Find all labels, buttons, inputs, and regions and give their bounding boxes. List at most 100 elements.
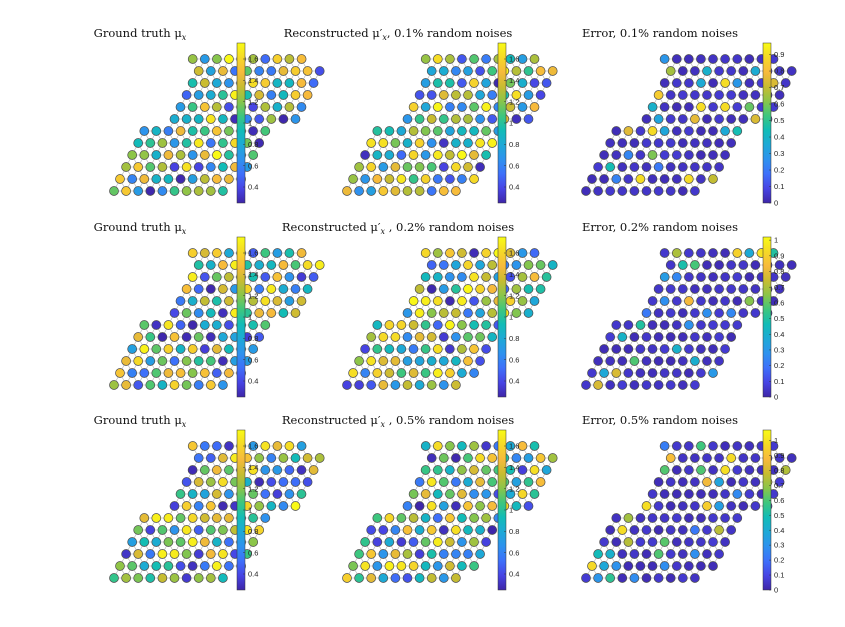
lattice-node [690,356,700,366]
lattice-node [587,368,597,378]
lattice-node [187,368,198,378]
lattice-node [432,248,443,258]
panel-8: Reconstructed μ′x , 0.5% random noises0.… [282,413,558,591]
colorbar-tick-label: 1.4 [509,463,519,472]
colorbar-tick-label: 0.4 [774,330,784,339]
lattice-node [517,465,528,475]
lattice-node [151,344,162,354]
colorbar-tick-label: 0.4 [248,183,258,192]
lattice-node [372,344,383,354]
lattice-node [187,78,198,88]
colorbar-tick-label: 0.3 [774,149,784,158]
lattice-node [463,332,473,342]
lattice-node [360,344,370,354]
lattice-node [469,78,479,88]
lattice-node [635,561,646,571]
lattice-node [408,489,419,499]
lattice-node [623,561,634,571]
lattice-node [420,296,431,306]
lattice-node [659,368,670,378]
lattice-node [605,573,616,583]
lattice-node [457,320,467,330]
lattice-node [451,162,461,172]
lattice-node [248,296,258,306]
lattice-node [284,78,295,88]
lattice-node [451,501,461,511]
lattice-node [683,174,694,184]
lattice-node [451,308,461,318]
lattice-node [750,114,761,124]
lattice-node [659,513,670,523]
lattice-node [296,465,307,475]
lattice-node [127,537,138,547]
lattice-node [284,272,295,282]
lattice-node [696,368,706,378]
lattice-node [426,308,437,318]
lattice-node [517,272,528,282]
lattice-node [475,114,485,124]
lattice-node [426,501,437,511]
lattice-node [481,513,491,523]
lattice-node [659,441,670,451]
lattice-node [529,296,540,306]
lattice-node [224,561,234,571]
lattice-node [354,573,364,583]
lattice-node [659,320,670,330]
title-subscript: x [382,33,387,42]
lattice-node [744,78,755,88]
lattice-node [348,368,358,378]
lattice-node [308,272,319,282]
lattice-node [671,296,682,306]
lattice-node [272,489,283,499]
lattice-node [360,537,370,547]
lattice-node [605,186,616,196]
lattice-node [169,549,180,559]
lattice-node [529,441,540,451]
lattice-node [463,549,473,559]
lattice-node [254,284,265,294]
lattice-node [248,465,258,475]
lattice-node [599,537,609,547]
lattice-node [426,260,437,270]
lattice-node [523,453,534,463]
lattice-node [463,477,473,487]
title-main: Reconstructed μ′ [284,26,383,40]
lattice-node [414,477,425,487]
lattice-node [414,90,425,100]
lattice-node [714,501,724,511]
lattice-node [690,308,700,318]
lattice-node [390,356,401,366]
lattice-node [199,489,210,499]
lattice-node [157,549,168,559]
lattice-node [426,356,437,366]
lattice-node [414,186,425,196]
lattice-node [653,114,664,124]
lattice-node [457,489,467,499]
lattice-node [708,272,718,282]
lattice-node [708,248,718,258]
colorbar: 0 0.1 0.2 0.3 0.4 0.5 0.6 0.7 0.8 0.9 1 [762,429,784,595]
lattice-node [463,525,473,535]
lattice-node [690,90,700,100]
colorbar: 0.4 0.6 0.8 1 1.2 1.4 1.6 [236,429,258,591]
lattice-node [696,296,706,306]
lattice-node [529,489,540,499]
lattice-node [348,561,358,571]
lattice-node [659,272,670,282]
colorbar-tick-label: 0.4 [774,133,784,142]
lattice-node [451,549,461,559]
lattice-node [121,573,131,583]
lattice-node [750,501,761,511]
lattice-node [593,356,603,366]
lattice-node [402,114,413,124]
lattice-node [463,90,473,100]
title-subscript: x [182,420,187,429]
lattice-node [157,573,168,583]
panel-1: Ground truth μx 0.4 0.6 0.8 1 1.2 1.4 1.6 [94,26,325,204]
lattice-node [360,561,371,571]
lattice-node [786,260,797,270]
lattice-node [744,54,755,64]
lattice-node [684,150,694,160]
lattice-node [378,162,389,172]
lattice-node [163,537,174,547]
